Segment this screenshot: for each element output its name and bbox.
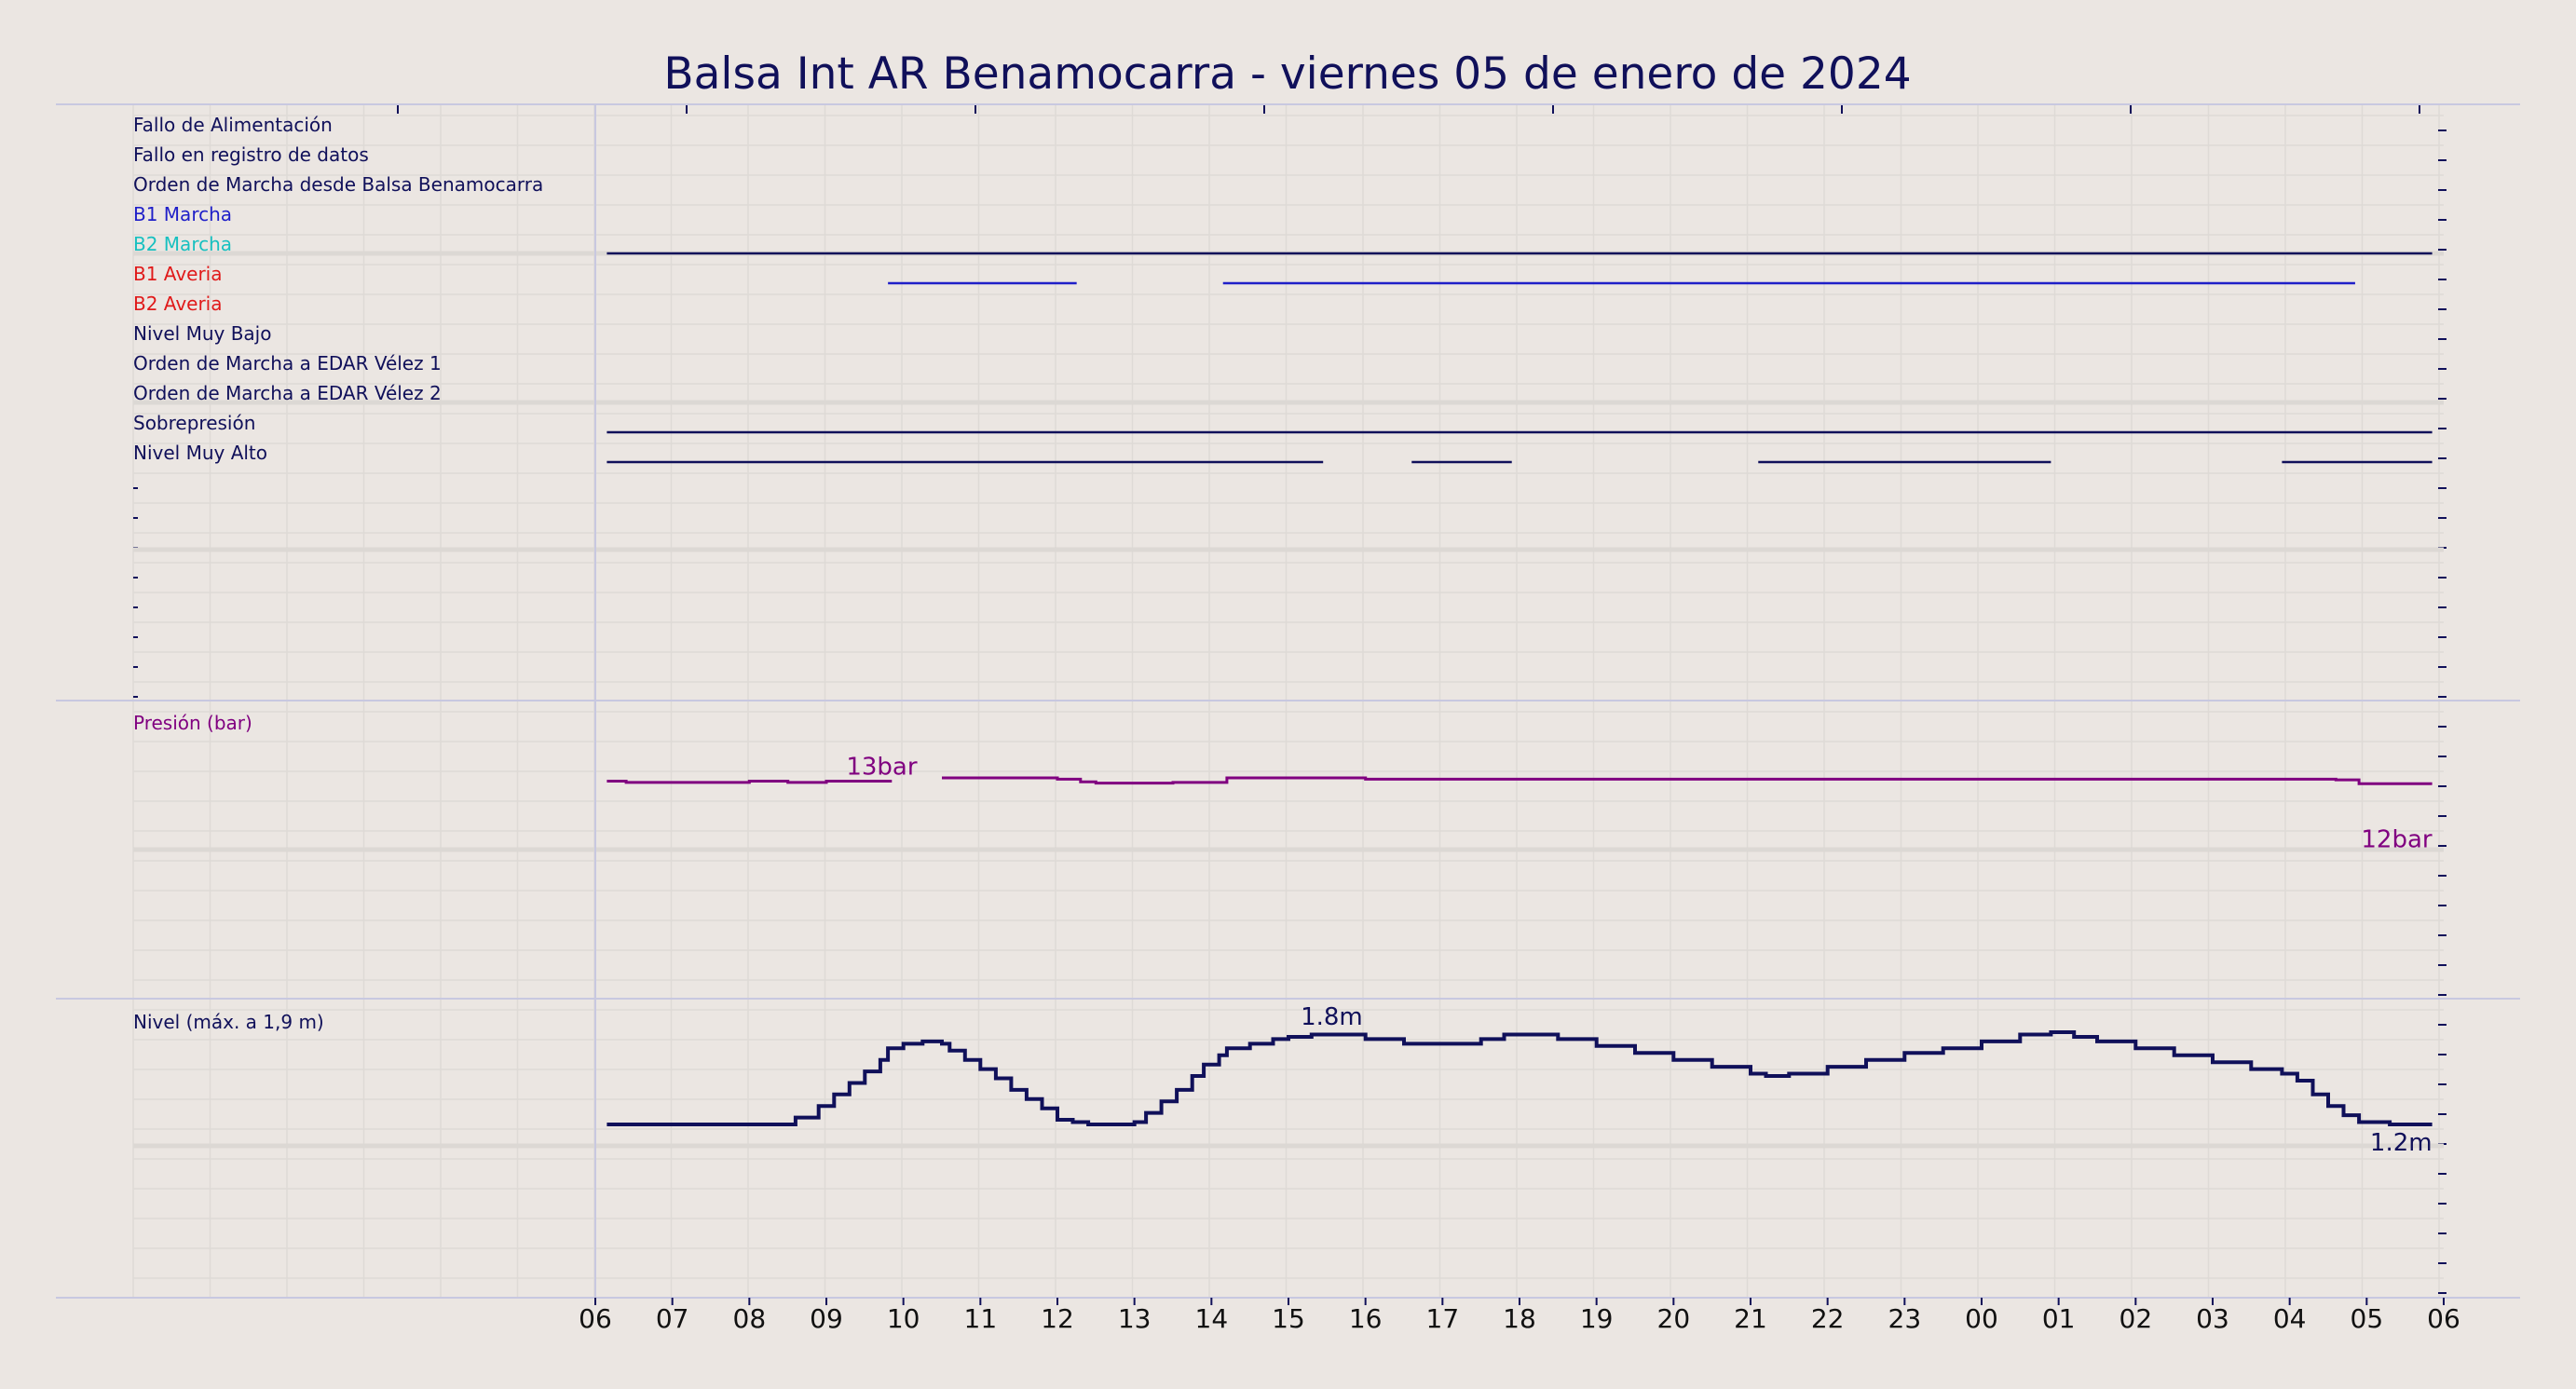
x-tick-label: 12 — [1041, 1303, 1074, 1334]
signal-label: Orden de Marcha a EDAR Vélez 2 — [133, 382, 442, 404]
level-annotation: 1.2m — [2370, 1129, 2433, 1157]
x-tick-label: 05 — [2351, 1303, 2384, 1334]
x-tick-label: 22 — [1811, 1303, 1845, 1334]
pressure-panel: Presión (bar) 13bar 12bar — [133, 712, 2433, 854]
x-tick-label: 04 — [2273, 1303, 2307, 1334]
x-tick-label: 15 — [1272, 1303, 1305, 1334]
x-tick-label: 17 — [1426, 1303, 1460, 1334]
level-panel: Nivel (máx. a 1,9 m) 1.8m 1.2m — [133, 1003, 2433, 1157]
x-tick-label: 09 — [810, 1303, 843, 1334]
x-tick-label: 07 — [656, 1303, 689, 1334]
signal-label: B2 Averia — [133, 293, 223, 315]
x-tick-label: 21 — [1734, 1303, 1767, 1334]
signal-label: Nivel Muy Alto — [133, 442, 267, 464]
x-tick-label: 18 — [1503, 1303, 1536, 1334]
signal-label: B1 Averia — [133, 263, 223, 285]
x-tick-label: 11 — [964, 1303, 998, 1334]
signal-label: Orden de Marcha a EDAR Vélez 1 — [133, 352, 442, 374]
level-series-line — [607, 1030, 2433, 1126]
x-tick-label: 10 — [887, 1303, 920, 1334]
level-annotation: 1.8m — [1301, 1003, 1363, 1031]
signal-label: Orden de Marcha desde Balsa Benamocarra — [133, 173, 543, 196]
x-tick-label: 19 — [1580, 1303, 1614, 1334]
x-tick-label: 13 — [1118, 1303, 1152, 1334]
x-tick-label: 20 — [1657, 1303, 1691, 1334]
x-tick-label: 02 — [2119, 1303, 2153, 1334]
signal-label: Fallo en registro de datos — [133, 143, 369, 166]
x-tick-label: 14 — [1195, 1303, 1229, 1334]
pressure-series-line — [607, 780, 893, 784]
chart-title: Balsa Int AR Benamocarra - viernes 05 de… — [663, 48, 1911, 100]
x-tick-label: 23 — [1888, 1303, 1922, 1334]
x-tick-label: 03 — [2196, 1303, 2229, 1334]
x-tick-label: 00 — [1965, 1303, 1998, 1334]
signal-label: Sobrepresión — [133, 412, 255, 434]
x-tick-label: 06 — [579, 1303, 612, 1334]
signal-label: B1 Marcha — [133, 203, 232, 225]
level-panel-label: Nivel (máx. a 1,9 m) — [133, 1011, 324, 1033]
x-tick-label: 06 — [2427, 1303, 2460, 1334]
signal-label: B2 Marcha — [133, 233, 232, 255]
pressure-annotation: 13bar — [846, 754, 918, 782]
signals-panel: Fallo de Alimentación Fallo en registro d… — [133, 114, 2433, 464]
signal-label: Nivel Muy Bajo — [133, 322, 271, 345]
pressure-annotation: 12bar — [2361, 826, 2433, 854]
x-tick-label: 16 — [1349, 1303, 1383, 1334]
pressure-panel-label: Presión (bar) — [133, 712, 252, 734]
x-tick-label: 01 — [2042, 1303, 2076, 1334]
x-tick-label: 08 — [733, 1303, 767, 1334]
pressure-series-line — [942, 776, 2433, 785]
x-axis: 06 07 08 09 10 11 12 13 14 15 16 17 18 19 20 21 22 23 00 01… — [579, 1298, 2460, 1334]
signal-label: Fallo de Alimentación — [133, 114, 333, 136]
